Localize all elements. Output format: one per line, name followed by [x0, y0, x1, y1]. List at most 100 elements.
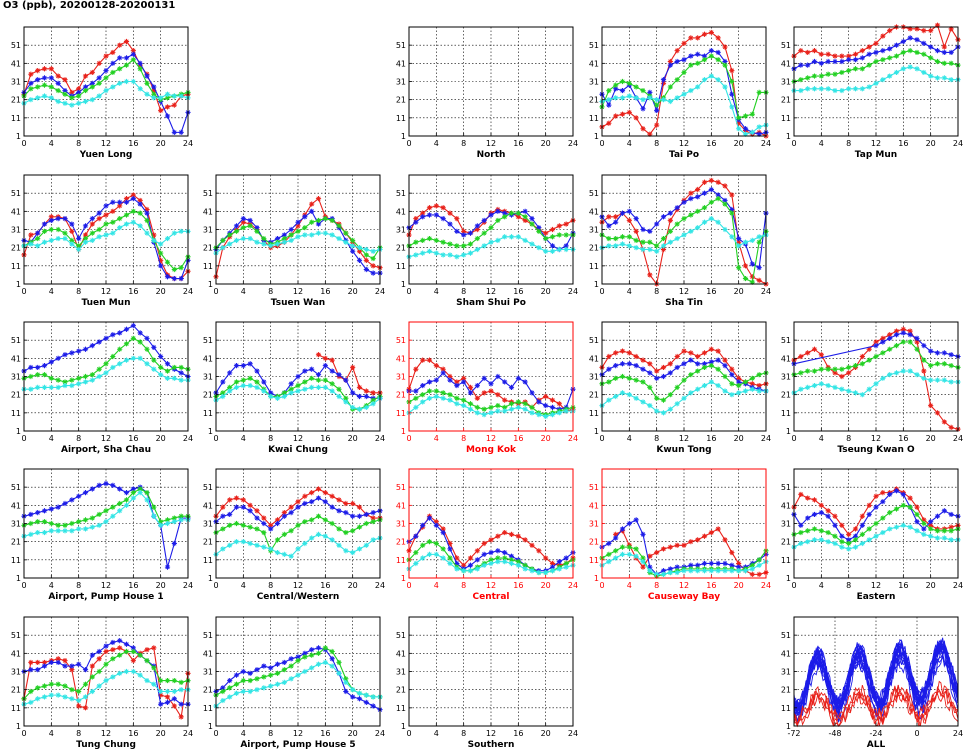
data-point	[55, 659, 61, 666]
x-tick-label: -72	[787, 729, 800, 738]
data-point	[413, 560, 419, 567]
data-point	[613, 214, 619, 220]
x-tick-label: 12	[101, 287, 111, 296]
data-point	[158, 241, 164, 247]
data-point	[522, 401, 528, 407]
data-point	[667, 98, 673, 105]
y-tick-label: 31	[203, 373, 213, 382]
data-point	[606, 102, 612, 108]
data-point	[41, 519, 48, 525]
data-point	[35, 95, 41, 101]
data-point	[893, 488, 900, 494]
data-point	[96, 683, 102, 689]
y-tick-label: 31	[589, 373, 599, 382]
data-point	[440, 526, 446, 532]
data-point	[633, 546, 639, 552]
data-point	[447, 546, 453, 552]
y-tick-label: 21	[11, 686, 21, 695]
data-point	[41, 239, 48, 245]
data-point	[914, 504, 920, 510]
data-point	[729, 234, 735, 240]
data-point	[420, 399, 426, 405]
data-point	[481, 217, 487, 224]
data-point	[749, 237, 755, 243]
y-tick-label: 41	[203, 501, 213, 510]
x-tick-label: 0	[914, 729, 919, 738]
data-point	[171, 375, 177, 381]
data-point	[350, 404, 356, 410]
data-point	[123, 199, 130, 205]
data-point	[660, 364, 667, 371]
data-point	[96, 75, 102, 81]
data-point	[117, 500, 123, 507]
x-tick-label: 4	[49, 434, 54, 443]
x-tick-label: 12	[486, 729, 496, 738]
data-point	[859, 361, 865, 367]
data-point	[274, 670, 281, 676]
data-point	[151, 366, 157, 372]
data-point	[715, 192, 721, 198]
data-point	[549, 564, 556, 570]
data-point	[356, 406, 363, 412]
data-point	[268, 665, 274, 671]
data-point	[818, 502, 824, 508]
data-point	[495, 217, 501, 224]
data-point	[742, 275, 749, 282]
data-point	[502, 210, 508, 216]
data-point	[811, 346, 818, 352]
data-point	[502, 214, 508, 220]
data-point	[447, 373, 453, 380]
data-point	[805, 495, 811, 501]
data-point	[89, 372, 95, 378]
data-point	[660, 214, 667, 220]
data-point	[887, 55, 893, 61]
data-point	[144, 647, 150, 653]
data-point	[329, 648, 335, 655]
data-point	[818, 366, 824, 372]
data-point	[268, 390, 274, 396]
x-tick-label: 0	[21, 287, 26, 296]
data-point	[336, 526, 342, 532]
data-point	[69, 520, 75, 527]
data-point	[309, 384, 315, 390]
data-point	[839, 533, 845, 539]
data-point	[261, 544, 267, 550]
data-point	[921, 517, 927, 523]
data-point	[82, 490, 89, 496]
x-tick-label: 4	[241, 287, 246, 296]
data-point	[103, 232, 109, 238]
x-tick-label: 16	[128, 729, 138, 738]
data-point	[48, 681, 54, 687]
data-point	[69, 663, 75, 669]
data-point	[467, 568, 474, 574]
data-point	[736, 379, 742, 385]
data-point	[82, 526, 89, 532]
x-tick-label: 12	[293, 434, 303, 443]
data-point	[96, 366, 102, 372]
x-tick-label: 16	[320, 434, 330, 443]
data-point	[227, 511, 233, 518]
x-tick-label: 24	[568, 434, 578, 443]
y-tick-label: 51	[396, 631, 406, 640]
data-point	[329, 537, 335, 543]
data-point	[356, 248, 363, 254]
y-tick-label: 11	[396, 262, 406, 271]
data-point	[708, 560, 714, 567]
data-point	[117, 55, 123, 61]
data-point	[28, 241, 34, 247]
y-tick-label: 11	[11, 114, 21, 123]
data-point	[233, 223, 240, 229]
data-point	[28, 699, 34, 705]
data-point	[178, 513, 184, 519]
y-tick-label: 11	[11, 556, 21, 565]
data-point	[426, 248, 433, 254]
data-point	[488, 549, 494, 556]
data-point	[914, 528, 920, 534]
data-point	[370, 390, 376, 396]
data-point	[880, 339, 886, 345]
data-point	[502, 555, 508, 561]
data-point	[69, 241, 75, 247]
data-point	[701, 57, 708, 63]
data-point	[82, 98, 89, 105]
data-point	[178, 714, 184, 720]
